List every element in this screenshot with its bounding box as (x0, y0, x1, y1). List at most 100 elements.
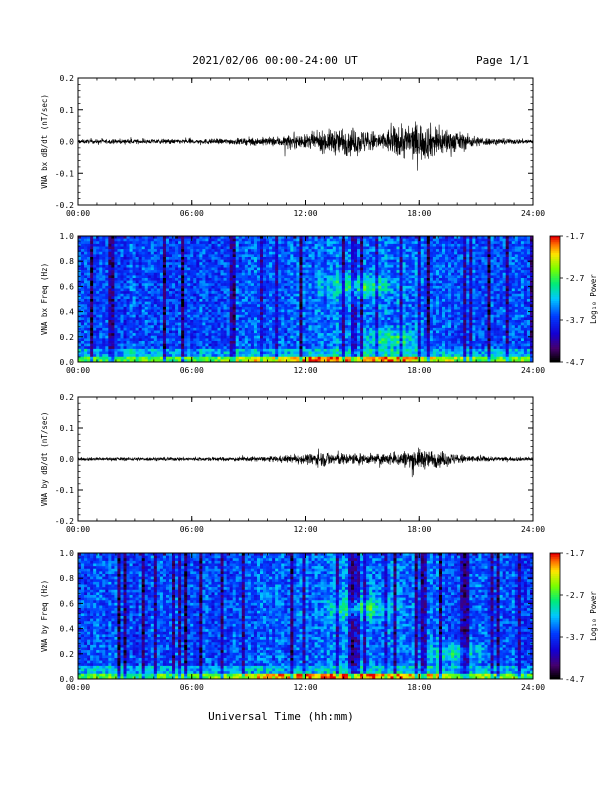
panel-1-heatmap-cell (184, 262, 188, 266)
panel-1-heatmap-cell (90, 338, 94, 342)
panel-1-heatmap-cell (305, 241, 309, 245)
panel-1-heatmap-cell (338, 270, 343, 274)
panel-1-heatmap-cell (253, 346, 258, 350)
panel-1-heatmap-cell (284, 293, 288, 297)
panel-1-heatmap-cell (275, 304, 279, 308)
panel-1-heatmap-cell (96, 299, 100, 302)
panel-1-heatmap-cell (378, 262, 382, 266)
panel-1-heatmap-cell (187, 249, 191, 253)
panel-1-heatmap-cell (220, 304, 224, 308)
panel-1-heatmap-cell (211, 270, 215, 274)
panel-1-heatmap-cell (99, 325, 103, 329)
panel-1-heatmap-cell (314, 325, 318, 329)
panel-1-heatmap-cell (272, 338, 276, 342)
panel-1-heatmap-cell (214, 272, 218, 276)
panel-1-heatmap-cell (378, 267, 382, 271)
panel-1-heatmap-cell (235, 243, 240, 247)
panel-1-heatmap-cell (156, 272, 161, 276)
panel-1-heatmap-cell (335, 270, 340, 274)
panel-1-heatmap-cell (235, 348, 240, 352)
panel-1-heatmap-cell (138, 327, 142, 331)
panel-1-heatmap-cell (241, 341, 246, 344)
panel-1-heatmap-cell (275, 285, 279, 289)
panel-1-heatmap-cell (123, 262, 127, 266)
panel-1-heatmap-cell (99, 249, 103, 253)
panel-1-heatmap-cell (317, 343, 321, 347)
panel-1-heatmap-cell (305, 301, 309, 305)
panel-1-heatmap-cell (305, 251, 309, 255)
panel-1-heatmap-cell (299, 246, 303, 250)
panel-1-heatmap-cell (281, 299, 285, 302)
panel-1-heatmap-cell (147, 272, 152, 276)
panel-1-heatmap-cell (141, 348, 146, 352)
panel-1-heatmap-cell (256, 338, 261, 342)
panel-1-heatmap-cell (244, 243, 249, 247)
panel-1-heatmap-cell (202, 259, 206, 263)
panel-1-heatmap-cell (232, 236, 237, 239)
panel-1-heatmap-cell (305, 275, 309, 279)
panel-1-heatmap-cell (360, 262, 364, 266)
panel-1-heatmap-cell (369, 312, 373, 316)
panel-1-heatmap-cell (217, 299, 221, 302)
panel-1-heatmap-cell (317, 309, 321, 313)
panel-1-heatmap-cell (120, 312, 124, 316)
panel-1-heatmap-cell (162, 338, 167, 342)
panel-1-heatmap-cell (290, 264, 294, 268)
panel-1-heatmap-cell (278, 301, 282, 305)
panel-1-heatmap-cell (175, 351, 179, 355)
panel-1-heatmap-cell (184, 359, 188, 363)
panel-1-heatmap-cell (217, 338, 221, 342)
panel-1-heatmap-cell (129, 317, 133, 321)
panel-1-heatmap-cell (360, 322, 364, 326)
panel-1-heatmap-cell (165, 304, 170, 308)
panel-1-heatmap-cell (244, 335, 249, 339)
panel-1-heatmap-cell (190, 299, 194, 302)
panel-1-heatmap-cell (281, 251, 285, 255)
panel-1-heatmap-cell (290, 241, 294, 245)
panel-1-heatmap-cell (305, 351, 309, 355)
panel-1-heatmap-cell (87, 343, 91, 347)
panel-1-heatmap-cell (78, 296, 82, 300)
panel-1-heatmap-cell (229, 272, 233, 276)
panel-1-heatmap-cell (114, 291, 118, 295)
panel-1-heatmap-cell (129, 264, 133, 268)
panel-1-heatmap-cell (90, 246, 94, 250)
panel-1-heatmap-cell (351, 299, 355, 302)
panel-1-heatmap-cell (363, 280, 367, 284)
panel-1-heatmap-cell (135, 325, 139, 329)
panel-1-heatmap-cell (162, 351, 167, 355)
panel-1-heatmap-cell (226, 236, 230, 239)
panel-1-heatmap-cell (378, 343, 382, 347)
panel-1-heatmap-cell (132, 241, 136, 245)
panel-1-heatmap-cell (93, 243, 97, 247)
panel-1-heatmap-cell (129, 254, 133, 258)
panel-1-heatmap-cell (290, 309, 294, 313)
panel-1-heatmap-cell (253, 280, 258, 284)
panel-1-heatmap-cell (90, 264, 94, 268)
panel-1-heatmap-cell (117, 241, 121, 245)
panel-1-heatmap-cell (287, 359, 291, 363)
panel-1-heatmap-cell (193, 249, 197, 253)
panel-1-heatmap-cell (156, 356, 161, 360)
panel-1-heatmap-cell (102, 306, 106, 310)
panel-1-heatmap-cell (329, 251, 334, 255)
panel-1-heatmap-cell (184, 348, 188, 352)
panel-1-heatmap-cell (363, 343, 367, 347)
panel-1-heatmap-cell (344, 335, 349, 339)
panel-1-heatmap-cell (132, 327, 136, 331)
panel-1-heatmap-cell (159, 314, 164, 318)
panel-1-heatmap-cell (232, 251, 237, 255)
panel-1-heatmap-cell (193, 243, 197, 247)
panel-1-heatmap-cell (147, 288, 152, 292)
panel-1-heatmap-cell (96, 283, 100, 287)
panel-1-heatmap-cell (278, 348, 282, 352)
panel-1-heatmap-cell (332, 241, 337, 245)
panel-1-heatmap-cell (229, 338, 233, 342)
panel-1-heatmap-cell (81, 272, 85, 276)
panel-1-heatmap-cell (196, 278, 200, 281)
panel-1-heatmap-cell (165, 283, 170, 287)
panel-1-heatmap-cell (281, 335, 285, 339)
panel-1-heatmap-cell (78, 280, 82, 284)
panel-1-heatmap-cell (90, 359, 94, 363)
panel-1-heatmap-cell (196, 285, 200, 289)
